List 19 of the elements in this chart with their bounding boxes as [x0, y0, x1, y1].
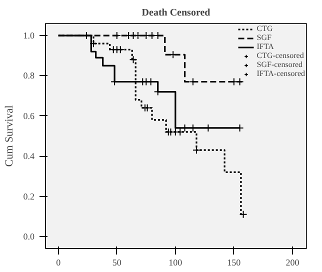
legend-label: IFTA [256, 42, 275, 51]
legend-label: CTG-censored [256, 51, 304, 60]
legend-label: SGF-censored [256, 60, 303, 69]
chart-title: Death Censored [142, 8, 211, 18]
x-tick-label: 0 [56, 258, 62, 268]
y-tick-label: 1.0 [23, 30, 35, 41]
legend-label: SGF [256, 33, 272, 42]
x-tick-label: 150 [227, 258, 242, 268]
x-tick-label: 100 [168, 258, 183, 268]
y-tick-label: 0.4 [23, 151, 35, 162]
y-tick-label: 0.8 [23, 70, 35, 81]
legend-label: IFTA-censored [256, 69, 305, 78]
y-tick-label: 0.2 [23, 191, 34, 202]
y-axis-title: Cum Survival [3, 105, 16, 167]
legend-label: CTG [256, 24, 274, 33]
x-tick-label: 200 [286, 258, 300, 268]
y-tick-label: 0.0 [23, 231, 35, 242]
y-tick-label: 0.6 [23, 110, 35, 121]
x-tick-label: 50 [112, 258, 122, 268]
